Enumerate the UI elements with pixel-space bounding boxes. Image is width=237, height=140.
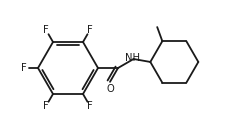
Text: F: F	[87, 25, 93, 35]
Text: F: F	[21, 63, 27, 73]
Text: F: F	[43, 101, 49, 111]
Text: F: F	[87, 101, 93, 111]
Text: NH: NH	[125, 53, 140, 63]
Text: F: F	[43, 25, 49, 35]
Text: O: O	[106, 84, 114, 94]
